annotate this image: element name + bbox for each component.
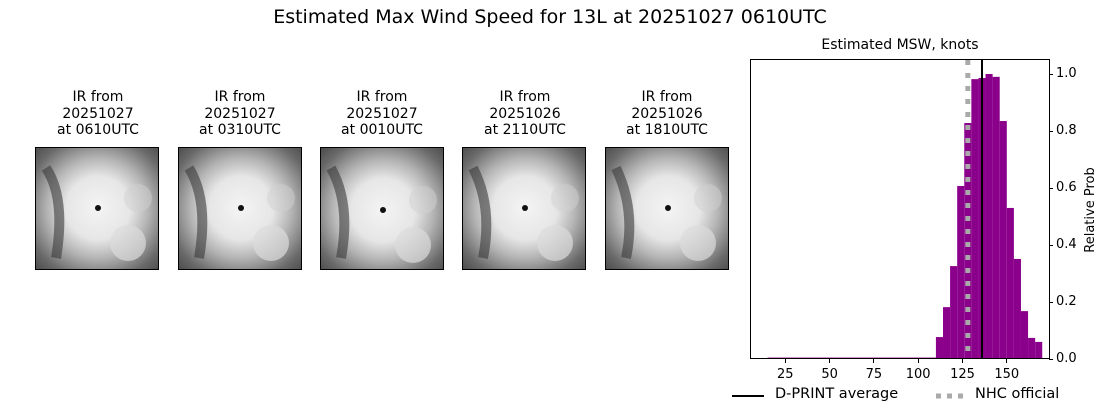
- ir-title-time: at 0010UTC: [341, 122, 423, 138]
- ir-title-time: at 0310UTC: [199, 122, 281, 138]
- dprint-line-swatch-icon: [732, 395, 764, 397]
- y-axis-label: Relative Prob: [1083, 167, 1098, 253]
- x-tick-label: 150: [994, 367, 1020, 382]
- ir-panel-4: IR from 20251026 at 2110UTC: [455, 89, 595, 270]
- histogram-bar: [957, 186, 965, 358]
- histogram-bar: [1013, 258, 1021, 358]
- chart-title: Estimated MSW, knots: [821, 37, 979, 53]
- legend-nhc-label: NHC official: [975, 386, 1060, 402]
- y-tick-mark: [1049, 244, 1053, 246]
- histogram-bar: [971, 79, 979, 358]
- x-tick-mark: [1006, 359, 1008, 363]
- x-tick-label: 25: [777, 367, 794, 382]
- y-tick-mark: [1049, 130, 1053, 132]
- ir-title-line: IR from: [499, 89, 551, 105]
- histogram-bar: [943, 307, 951, 358]
- ir-title-date: 20251026: [489, 105, 561, 122]
- ir-title-line: IR from: [356, 89, 408, 105]
- ir-title-line: IR from: [641, 89, 693, 105]
- ir-satellite-image: [605, 147, 729, 270]
- histogram-bar: [999, 121, 1007, 358]
- ir-panel-1: IR from 20251027 at 0610UTC: [28, 89, 168, 270]
- ir-satellite-image: [178, 147, 302, 270]
- x-tick-mark: [784, 359, 786, 363]
- y-tick-label: 0.8: [1056, 123, 1077, 138]
- histogram-bar: [950, 266, 958, 358]
- histogram-bars: [767, 60, 1043, 358]
- histogram-bar: [992, 76, 1000, 358]
- histogram-bar: [964, 123, 972, 358]
- histogram-bar: [1035, 341, 1043, 358]
- ir-title-date: 20251026: [631, 105, 703, 122]
- ir-title-time: at 2110UTC: [484, 122, 566, 138]
- y-tick-label: 0.2: [1056, 294, 1077, 309]
- ir-title-time: at 1810UTC: [626, 122, 708, 138]
- y-tick-mark: [1049, 187, 1053, 189]
- ir-title-date: 20251027: [346, 105, 418, 122]
- x-tick-label: 100: [905, 367, 931, 382]
- x-tick-label: 75: [865, 367, 883, 382]
- ir-panel-title: IR from 20251027 at 0610UTC: [28, 89, 168, 139]
- ir-satellite-image: [462, 147, 586, 270]
- y-tick-label: 0.0: [1056, 351, 1077, 366]
- ir-panel-title: IR from 20251026 at 2110UTC: [455, 89, 595, 139]
- y-tick-label: 0.4: [1056, 237, 1077, 252]
- histogram-bar: [985, 74, 993, 358]
- legend-dprint-label: D-PRINT average: [775, 386, 899, 402]
- x-tick-mark: [962, 359, 963, 363]
- x-tick-label: 50: [821, 367, 838, 382]
- y-tick-label: 0.6: [1056, 180, 1077, 195]
- ir-panel-title: IR from 20251026 at 1810UTC: [597, 89, 737, 139]
- ir-title-time: at 0610UTC: [57, 122, 139, 138]
- histogram-bar: [1006, 207, 1014, 358]
- histogram-bar: [935, 337, 944, 358]
- ir-panel-title: IR from 20251027 at 0010UTC: [312, 89, 452, 139]
- ir-satellite-image: [320, 147, 444, 270]
- y-tick-mark: [1049, 301, 1053, 303]
- y-tick-label: 1.0: [1056, 66, 1077, 81]
- x-tick-label: 125: [950, 367, 975, 382]
- ir-title-date: 20251027: [204, 105, 276, 122]
- ir-title-line: IR from: [72, 89, 124, 105]
- histogram-bar: [1028, 337, 1036, 358]
- figure-title: Estimated Max Wind Speed for 13L at 2025…: [273, 6, 827, 28]
- ir-panel-2: IR from 20251027 at 0310UTC: [170, 89, 310, 270]
- y-tick-mark: [1049, 73, 1053, 75]
- x-tick-mark: [829, 359, 831, 363]
- x-tick-mark: [917, 359, 919, 363]
- ir-satellite-image: [35, 147, 159, 270]
- ir-panel-title: IR from 20251027 at 0310UTC: [170, 89, 310, 139]
- histogram-plot-area: [750, 59, 1050, 359]
- ir-panel-3: IR from 20251027 at 0010UTC: [312, 89, 452, 270]
- ir-title-line: IR from: [214, 89, 266, 105]
- x-tick-mark: [873, 359, 875, 363]
- ir-title-date: 20251027: [62, 105, 134, 122]
- ir-panel-5: IR from 20251026 at 1810UTC: [597, 89, 737, 270]
- y-tick-mark: [1049, 358, 1053, 360]
- histogram-bar: [1020, 311, 1029, 358]
- nhc-dotted-line-swatch-icon: [936, 393, 968, 399]
